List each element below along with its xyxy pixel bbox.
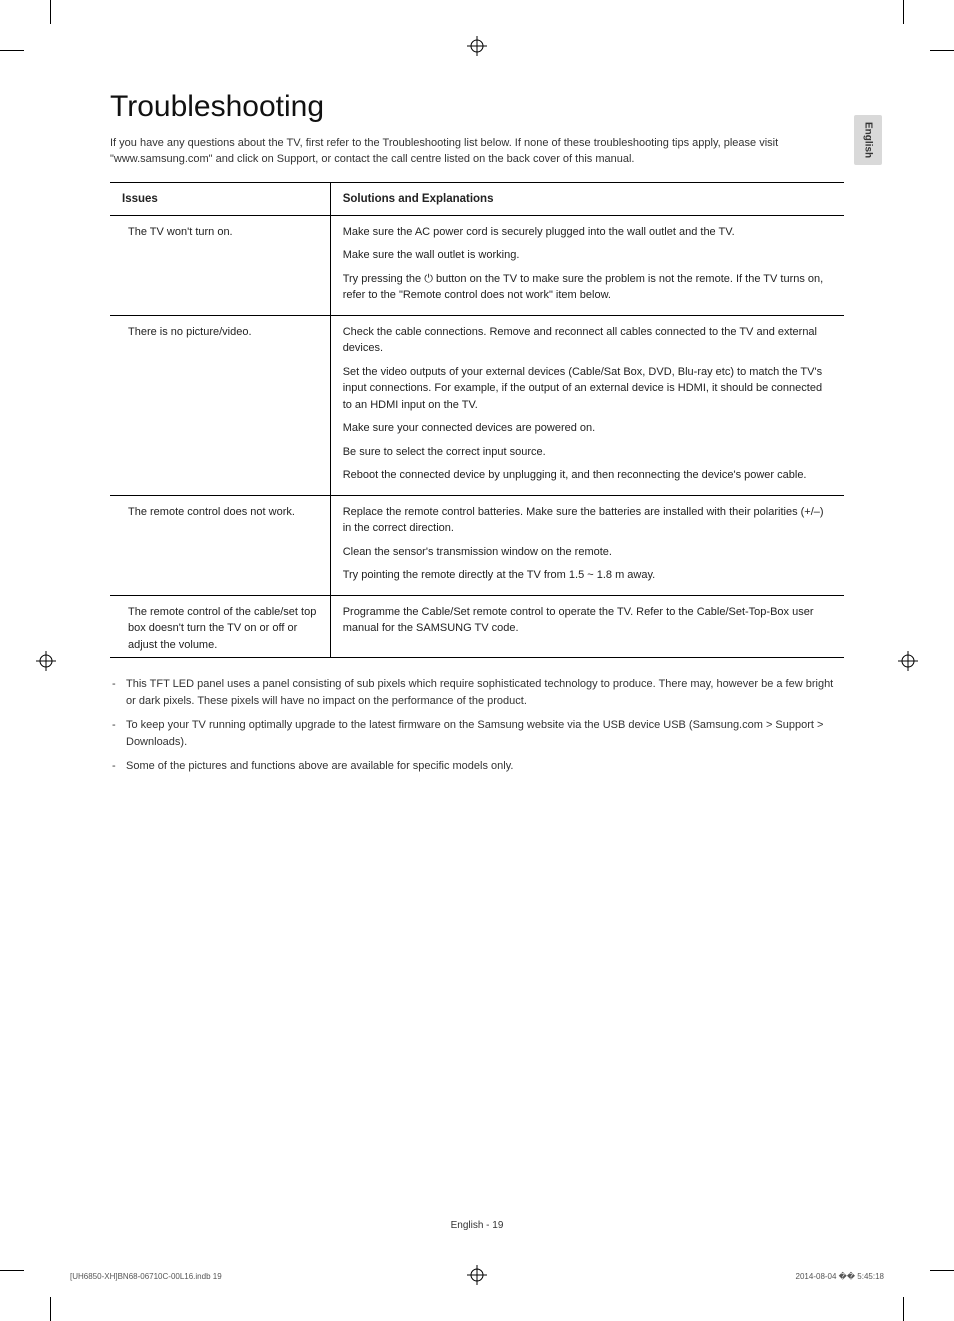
registration-mark-icon: [467, 36, 487, 56]
solution-text: Check the cable connections. Remove and …: [343, 324, 832, 357]
page-content: English Troubleshooting If you have any …: [110, 90, 844, 783]
issue-cell: There is no picture/video.: [110, 315, 330, 495]
issue-cell: The remote control does not work.: [110, 495, 330, 595]
solution-text: Be sure to select the correct input sour…: [343, 444, 832, 461]
solution-text: Clean the sensor's transmission window o…: [343, 544, 832, 561]
page-footer: English - 19: [0, 1220, 954, 1231]
solution-text: Set the video outputs of your external d…: [343, 364, 832, 414]
issue-cell: The TV won't turn on.: [110, 215, 330, 315]
solution-cell: Make sure the AC power cord is securely …: [330, 215, 844, 315]
solution-text: Programme the Cable/Set remote control t…: [343, 604, 832, 637]
registration-mark-icon: [36, 651, 56, 671]
page-title: Troubleshooting: [110, 90, 844, 124]
note-item: This TFT LED panel uses a panel consisti…: [110, 676, 844, 709]
solution-text: Reboot the connected device by unpluggin…: [343, 467, 832, 484]
note-item: To keep your TV running optimally upgrad…: [110, 717, 844, 750]
language-tab-label: English: [863, 122, 874, 158]
solution-text: Make sure the wall outlet is working.: [343, 247, 832, 264]
intro-paragraph: If you have any questions about the TV, …: [110, 136, 844, 168]
solution-text: Make sure your connected devices are pow…: [343, 420, 832, 437]
language-tab: English: [854, 115, 882, 165]
solution-cell: Check the cable connections. Remove and …: [330, 315, 844, 495]
print-file-info: [UH6850-XH]BN68-06710C-00L16.indb 19: [70, 1272, 222, 1281]
table-row: The TV won't turn on. Make sure the AC p…: [110, 215, 844, 315]
registration-mark-icon: [898, 651, 918, 671]
print-timestamp: 2014-08-04 �� 5:45:18: [796, 1272, 884, 1281]
notes-list: This TFT LED panel uses a panel consisti…: [110, 676, 844, 775]
solution-text: Replace the remote control batteries. Ma…: [343, 504, 832, 537]
table-row: The remote control of the cable/set top …: [110, 595, 844, 658]
solution-cell: Replace the remote control batteries. Ma…: [330, 495, 844, 595]
table-row: The remote control does not work. Replac…: [110, 495, 844, 595]
solution-text: Try pointing the remote directly at the …: [343, 567, 832, 584]
table-header-solutions: Solutions and Explanations: [330, 182, 844, 215]
solution-text: Make sure the AC power cord is securely …: [343, 224, 832, 241]
solution-cell: Programme the Cable/Set remote control t…: [330, 595, 844, 658]
table-row: There is no picture/video. Check the cab…: [110, 315, 844, 495]
table-header-issues: Issues: [110, 182, 330, 215]
issue-cell: The remote control of the cable/set top …: [110, 595, 330, 658]
note-item: Some of the pictures and functions above…: [110, 758, 844, 775]
troubleshooting-table: Issues Solutions and Explanations The TV…: [110, 182, 844, 659]
solution-text: Try pressing the ⏻ button on the TV to m…: [343, 271, 832, 304]
print-metadata: [UH6850-XH]BN68-06710C-00L16.indb 19 201…: [70, 1272, 884, 1281]
